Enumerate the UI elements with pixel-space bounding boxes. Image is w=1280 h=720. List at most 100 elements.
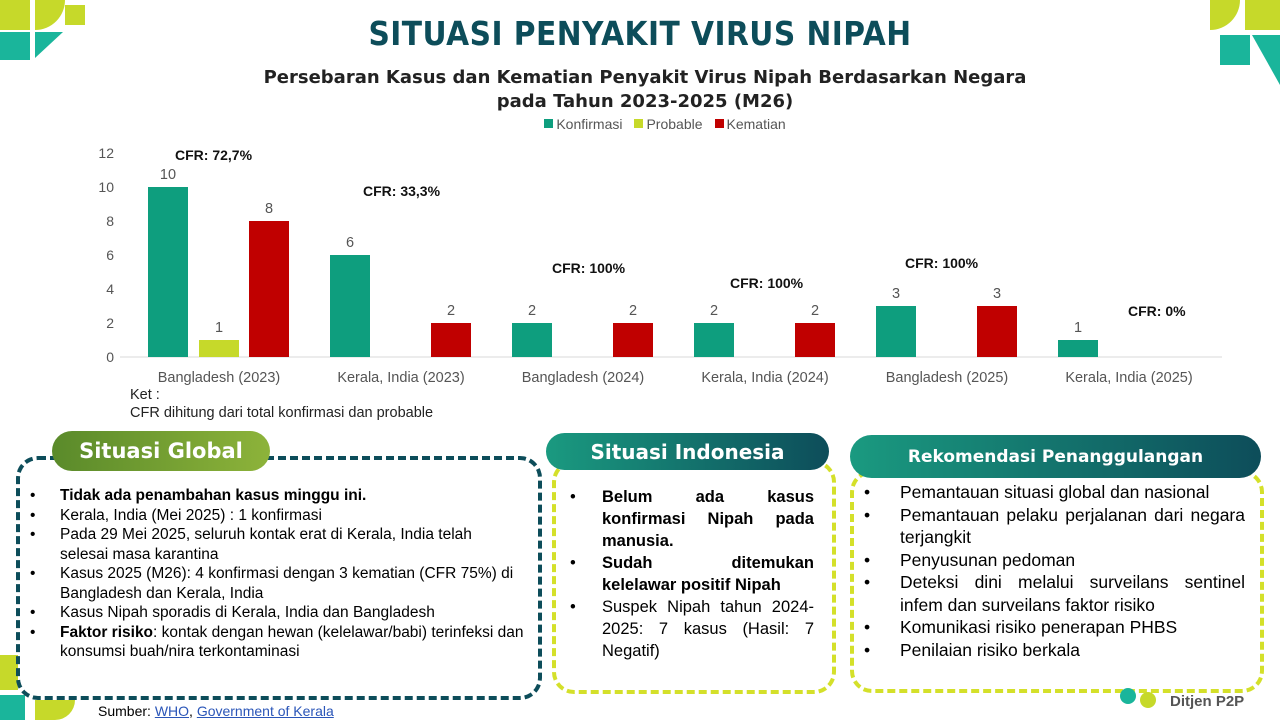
global-list: Tidak ada penambahan kasus minggu ini. Ke… bbox=[16, 486, 524, 662]
source-line: Sumber: WHO, Government of Kerala bbox=[98, 703, 334, 719]
ditjen-logo: Ditjen P2P bbox=[1118, 686, 1244, 716]
source-label: Sumber: bbox=[98, 703, 151, 719]
cfr-annotation: CFR: 100% bbox=[552, 260, 626, 276]
bar-konfirmasi bbox=[148, 187, 188, 357]
note-text: CFR dihitung dari total konfirmasi dan p… bbox=[130, 405, 434, 421]
data-label: 8 bbox=[265, 201, 273, 217]
corner-decoration-top-left bbox=[0, 0, 85, 60]
list-item: Penyusunan pedoman bbox=[850, 549, 1245, 572]
list-item: Kerala, India (Mei 2025) : 1 konfirmasi bbox=[16, 506, 524, 526]
page-title: SITUASI PENYAKIT VIRUS NIPAH bbox=[368, 14, 912, 53]
chart-note: Ket : CFR dihitung dari total konfirmasi… bbox=[130, 386, 433, 422]
list-item: Tidak ada penambahan kasus minggu ini. bbox=[16, 486, 524, 506]
logo-mark-icon bbox=[1120, 688, 1156, 708]
x-tick-label: Bangladesh (2025) bbox=[886, 370, 1009, 386]
list-item: Deteksi dini melalui surveilans sentinel… bbox=[850, 571, 1245, 616]
item-bold: Faktor risiko bbox=[60, 623, 154, 641]
data-label: 2 bbox=[710, 303, 718, 319]
bar-kematian bbox=[613, 323, 653, 357]
chart-title-line2: pada Tahun 2023-2025 (M26) bbox=[496, 91, 794, 112]
bar-konfirmasi bbox=[694, 323, 734, 357]
cfr-annotation: CFR: 100% bbox=[730, 275, 804, 291]
item-text: Suspek Nipah tahun 2024-2025: 7 kasus (H… bbox=[602, 598, 814, 660]
data-label: 3 bbox=[892, 286, 900, 302]
y-tick-label: 4 bbox=[106, 281, 114, 297]
list-item: Sudah ditemukan kelelawar positif Nipah bbox=[556, 552, 814, 596]
legend-label: Probable bbox=[646, 115, 703, 132]
list-item: Pemantauan situasi global dan nasional bbox=[850, 481, 1245, 504]
x-tick-label: Kerala, India (2025) bbox=[1065, 370, 1192, 386]
chart-title-line1: Persebaran Kasus dan Kematian Penyakit V… bbox=[263, 67, 1027, 88]
data-label: 3 bbox=[993, 286, 1001, 302]
rekomendasi-heading: Rekomendasi Penanggulangan bbox=[850, 435, 1261, 478]
list-item: Pemantauan pelaku perjalanan dari negara… bbox=[850, 504, 1245, 549]
list-item: Pada 29 Mei 2025, seluruh kontak erat di… bbox=[16, 525, 524, 564]
note-label: Ket : bbox=[130, 387, 160, 403]
list-item: Kasus Nipah sporadis di Kerala, India da… bbox=[16, 603, 524, 623]
list-item: Faktor risiko: kontak dengan hewan (kele… bbox=[16, 623, 524, 662]
source-separator: , bbox=[189, 703, 197, 719]
x-tick-label: Kerala, India (2023) bbox=[337, 370, 464, 386]
legend-label: Konfirmasi bbox=[556, 115, 623, 132]
data-label: 1 bbox=[1074, 320, 1082, 336]
item-text: : kontak dengan hewan (kelelawar/babi) t… bbox=[60, 623, 524, 661]
data-label: 2 bbox=[629, 303, 637, 319]
source-link-kerala[interactable]: Government of Kerala bbox=[196, 703, 334, 719]
item-bold: Belum ada kasus konfirmasi Nipah pada ma… bbox=[602, 488, 814, 550]
chart-title: Persebaran Kasus dan Kematian Penyakit V… bbox=[0, 66, 1280, 114]
cfr-annotation: CFR: 100% bbox=[905, 255, 979, 271]
x-tick-label: Kerala, India (2024) bbox=[701, 370, 828, 386]
legend-item-probable: Probable bbox=[634, 115, 703, 132]
list-item: Belum ada kasus konfirmasi Nipah pada ma… bbox=[556, 486, 814, 552]
chart-legend: Konfirmasi Probable Kematian bbox=[0, 115, 1280, 132]
legend-item-konfirmasi: Konfirmasi bbox=[544, 116, 622, 132]
item-text: Pada 29 Mei 2025, seluruh kontak erat di… bbox=[60, 526, 472, 563]
item-bold: Tidak ada penambahan kasus minggu ini. bbox=[60, 487, 367, 504]
item-bold: Sudah ditemukan kelelawar positif Nipah bbox=[602, 554, 814, 594]
cfr-annotation: CFR: 0% bbox=[1128, 303, 1186, 319]
corner-decoration-top-right bbox=[1210, 0, 1280, 85]
list-item: Suspek Nipah tahun 2024-2025: 7 kasus (H… bbox=[556, 596, 814, 662]
item-text: Kasus 2025 (M26): 4 konfirmasi dengan 3 … bbox=[60, 565, 514, 602]
y-tick-label: 10 bbox=[98, 179, 114, 195]
legend-swatch bbox=[544, 119, 554, 128]
bar-kematian bbox=[249, 221, 289, 357]
y-tick-label: 8 bbox=[106, 213, 114, 229]
legend-item-kematian: Kematian bbox=[714, 115, 786, 132]
legend-label: Kematian bbox=[726, 115, 786, 132]
data-label: 2 bbox=[528, 303, 536, 319]
bar-kematian bbox=[431, 323, 471, 357]
x-tick-label: Bangladesh (2024) bbox=[522, 370, 645, 386]
indonesia-list: Belum ada kasus konfirmasi Nipah pada ma… bbox=[556, 486, 814, 662]
corner-decoration-bottom-left bbox=[0, 655, 75, 720]
data-label: 2 bbox=[811, 303, 819, 319]
list-item: Penilaian risiko berkala bbox=[850, 639, 1245, 662]
item-text: Kerala, India (Mei 2025) : 1 konfirmasi bbox=[60, 506, 322, 524]
bar-probable bbox=[199, 340, 239, 357]
logo-text: Ditjen P2P bbox=[1170, 692, 1245, 710]
data-label: 1 bbox=[215, 320, 223, 336]
rekomendasi-list: Pemantauan situasi global dan nasionalPe… bbox=[850, 481, 1245, 661]
bar-konfirmasi bbox=[1058, 340, 1098, 357]
data-label: 2 bbox=[447, 303, 455, 319]
indonesia-heading: Situasi Indonesia bbox=[546, 433, 829, 470]
bar-konfirmasi bbox=[876, 306, 916, 357]
legend-swatch bbox=[634, 119, 644, 128]
y-tick-label: 6 bbox=[106, 247, 114, 263]
bar-kematian bbox=[977, 306, 1017, 357]
y-tick-label: 12 bbox=[98, 145, 114, 161]
bar-kematian bbox=[795, 323, 835, 357]
bar-konfirmasi bbox=[330, 255, 370, 357]
list-item: Komunikasi risiko penerapan PHBS bbox=[850, 616, 1245, 639]
item-text: Kasus Nipah sporadis di Kerala, India da… bbox=[60, 604, 435, 621]
y-tick-label: 2 bbox=[106, 315, 114, 331]
x-tick-label: Bangladesh (2023) bbox=[158, 370, 281, 386]
source-link-who[interactable]: WHO bbox=[154, 703, 190, 719]
cfr-annotation: CFR: 33,3% bbox=[363, 183, 441, 199]
legend-swatch bbox=[714, 119, 724, 128]
global-heading: Situasi Global bbox=[52, 431, 270, 471]
list-item: Kasus 2025 (M26): 4 konfirmasi dengan 3 … bbox=[16, 564, 524, 603]
data-label: 10 bbox=[160, 167, 176, 183]
y-tick-label: 0 bbox=[106, 349, 114, 365]
